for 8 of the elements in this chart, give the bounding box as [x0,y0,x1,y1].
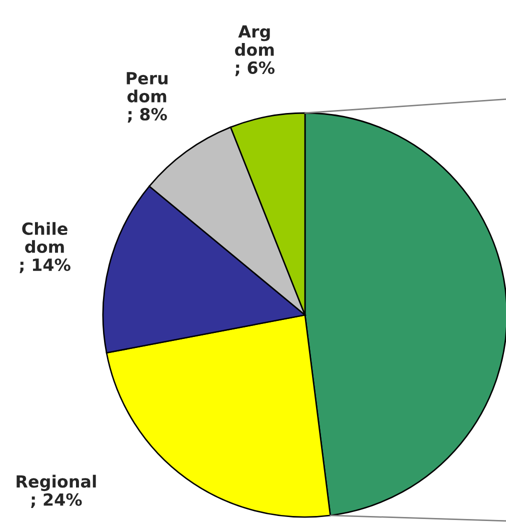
slice-label: Chile dom [22,222,68,254]
data-label: ; 8% [128,108,167,123]
slice-label: Peru dom [126,72,168,102]
data-label: ; 14% [20,258,70,274]
slice-label: Regional [16,474,96,492]
slice-label: Arg dom [235,25,274,56]
data-label: ; 24% [31,493,82,508]
data-label: ; 6% [235,61,275,76]
